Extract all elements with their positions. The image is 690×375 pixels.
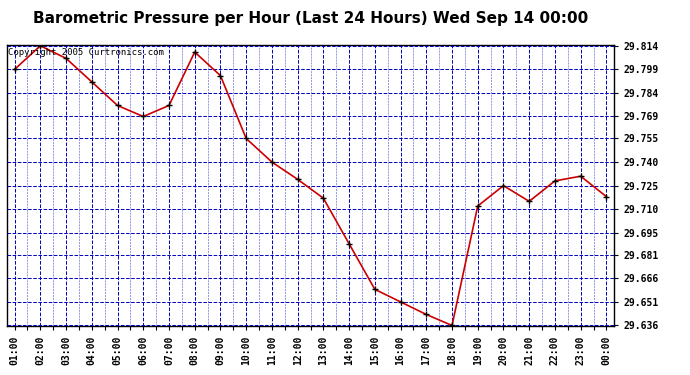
Text: Barometric Pressure per Hour (Last 24 Hours) Wed Sep 14 00:00: Barometric Pressure per Hour (Last 24 Ho… — [33, 11, 588, 26]
Text: Copyright 2005 Curtronics.com: Copyright 2005 Curtronics.com — [8, 48, 164, 57]
